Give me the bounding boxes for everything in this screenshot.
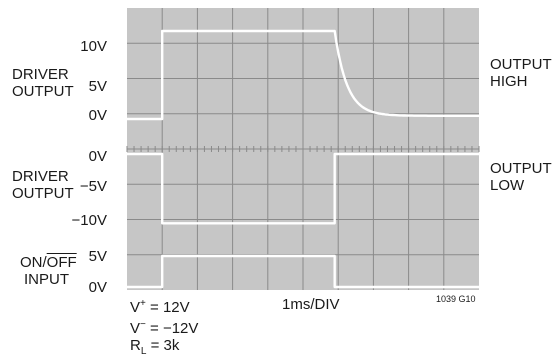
tick-label-0v-top: 0V (88, 107, 107, 124)
driver-output-low-label: DRIVER OUTPUT (12, 168, 74, 202)
traces (127, 29, 479, 289)
trace-2 (127, 152, 479, 225)
condition-rl: RL = 3k (130, 337, 180, 357)
trace-1 (127, 29, 479, 121)
tick-label-0v-bottom: 0V (88, 279, 107, 296)
condition-vminus: V− = −12V (130, 319, 199, 337)
tick-label-10v: 10V (80, 38, 107, 55)
condition-vplus: V+ = 12V (130, 298, 190, 316)
output-low-label: OUTPUT LOW (490, 160, 552, 194)
tick-label-5v-bottom: 5V (88, 248, 107, 265)
on-off-input-label: ON/OFF INPUT (20, 254, 77, 288)
driver-output-high-label: DRIVER OUTPUT (12, 66, 74, 100)
x-axis-scale-label: 1ms/DIV (282, 296, 340, 313)
tick-label-minus10v: −10V (71, 212, 107, 229)
tick-label-5v: 5V (88, 78, 107, 95)
output-high-label: OUTPUT HIGH (490, 56, 552, 90)
tick-label-0v-middle: 0V (88, 148, 107, 165)
figure-id: 1039 G10 (436, 294, 476, 304)
grid (126, 8, 480, 290)
tick-label-minus5v: −5V (79, 178, 107, 195)
trace-3 (127, 254, 479, 289)
